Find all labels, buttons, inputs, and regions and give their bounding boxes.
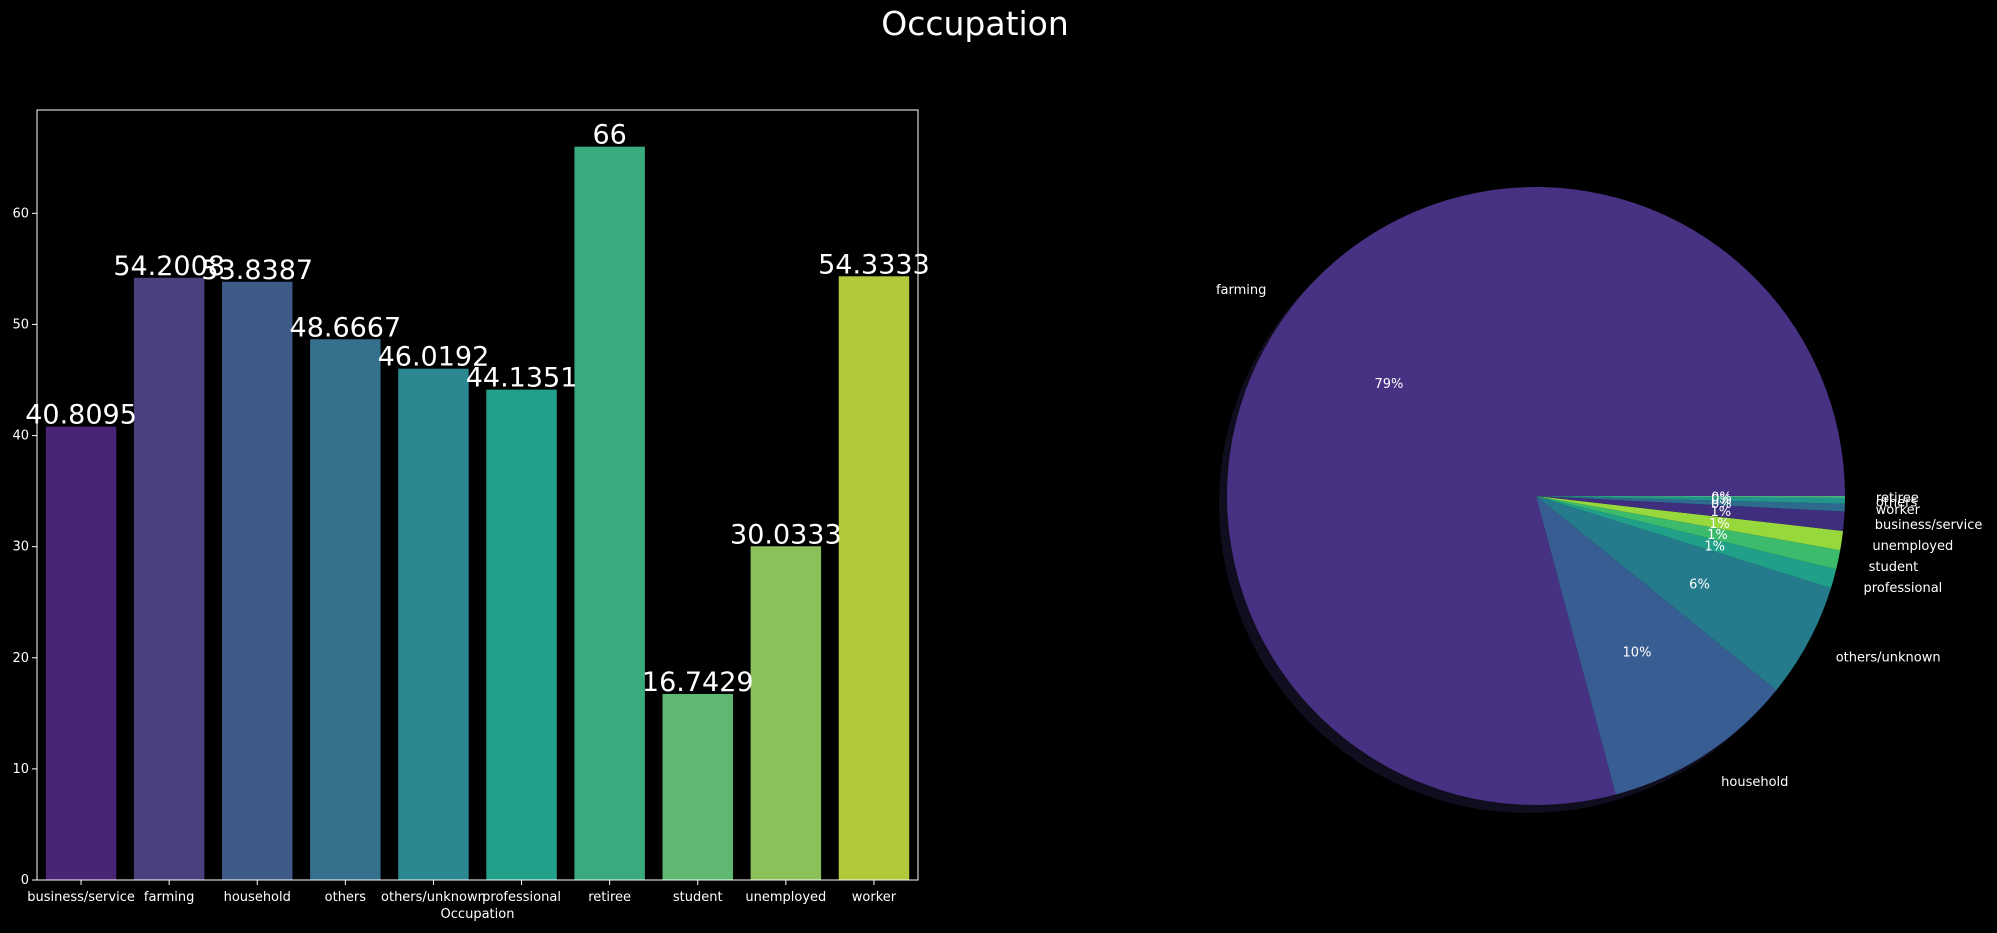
x-tick-label: worker xyxy=(852,890,897,905)
x-tick-label: business/service xyxy=(27,890,135,905)
pie-category-label: others xyxy=(1876,495,1918,510)
pie-slice xyxy=(1536,496,1777,795)
bar xyxy=(750,546,822,880)
data-label: 16.7429 xyxy=(642,667,754,698)
pie-percent-label: 1% xyxy=(1707,528,1728,543)
bar xyxy=(398,368,469,880)
bar xyxy=(574,146,645,880)
x-axis-label: Occupation xyxy=(441,907,515,922)
data-label: 30.0333 xyxy=(730,519,842,550)
pie-percent-label: 1% xyxy=(1704,540,1725,555)
pie-category-label: others/unknown xyxy=(1836,650,1941,665)
data-label: 44.1351 xyxy=(466,363,578,394)
y-tick-label: 60 xyxy=(12,206,29,221)
pie-slice xyxy=(1536,496,1845,504)
data-label: 53.8387 xyxy=(201,255,313,286)
bar xyxy=(662,693,733,880)
pie-slice xyxy=(1536,496,1837,588)
pie-percent-label: 10% xyxy=(1623,645,1652,660)
y-tick-label: 10 xyxy=(12,762,29,777)
figure-title: Occupation xyxy=(881,4,1069,43)
y-tick-label: 30 xyxy=(12,540,29,555)
pie-percent-label: 1% xyxy=(1710,505,1731,520)
x-tick-label: professional xyxy=(482,890,561,905)
x-tick-label: household xyxy=(224,890,291,905)
data-label: 48.6667 xyxy=(290,312,402,343)
pie-category-label: farming xyxy=(1216,283,1266,298)
pie-category-label: business/service xyxy=(1875,518,1983,533)
pie-slice xyxy=(1536,496,1841,570)
data-label: 54.3333 xyxy=(818,249,930,280)
pie-chart: 79% farming 10% household 6% others/unknown 1%… xyxy=(1216,186,1983,813)
x-tick-label: student xyxy=(673,890,723,905)
pie-category-label: unemployed xyxy=(1872,539,1953,554)
y-tick-label: 50 xyxy=(12,317,29,332)
x-tick-label: unemployed xyxy=(745,890,826,905)
pie-category-label: retiree xyxy=(1876,491,1919,506)
pie-percent-label: 1% xyxy=(1709,517,1730,532)
x-tick-label: others/unknown xyxy=(381,890,486,905)
pie-category-label: student xyxy=(1869,560,1919,575)
x-tick-label: retiree xyxy=(588,890,631,905)
pie-slice xyxy=(1536,496,1831,691)
pie-slice xyxy=(1536,496,1844,551)
y-tick-label: 40 xyxy=(12,429,29,444)
pie-category-label: professional xyxy=(1864,581,1943,596)
bar-chart: 0 10 20 30 40 50 60 business/service farming hous… xyxy=(12,109,930,922)
pie-slice xyxy=(1536,496,1845,512)
y-tick-label: 0 xyxy=(21,873,29,888)
bar xyxy=(133,277,205,880)
data-label: 54.2008 xyxy=(113,251,225,282)
pie-percent-label: 6% xyxy=(1689,577,1710,592)
pie-category-label: worker xyxy=(1876,503,1921,518)
y-tick-label: 20 xyxy=(12,651,29,666)
bar xyxy=(838,276,910,881)
data-label: 46.0192 xyxy=(378,342,490,373)
bar xyxy=(486,389,557,880)
pie-category-label: household xyxy=(1721,775,1788,790)
data-label: 66 xyxy=(592,120,626,151)
bar xyxy=(45,426,117,880)
plot-frame xyxy=(36,109,919,881)
pie-slice xyxy=(1536,496,1845,531)
bar xyxy=(222,281,293,880)
data-label: 40.8095 xyxy=(25,400,137,431)
x-tick-label: farming xyxy=(144,890,194,905)
pie-slice xyxy=(1536,496,1845,498)
bar xyxy=(310,339,381,880)
pie-percent-label: 79% xyxy=(1374,377,1403,392)
pie-percent-label: 0% xyxy=(1711,491,1732,506)
x-tick-label: others xyxy=(325,890,367,905)
